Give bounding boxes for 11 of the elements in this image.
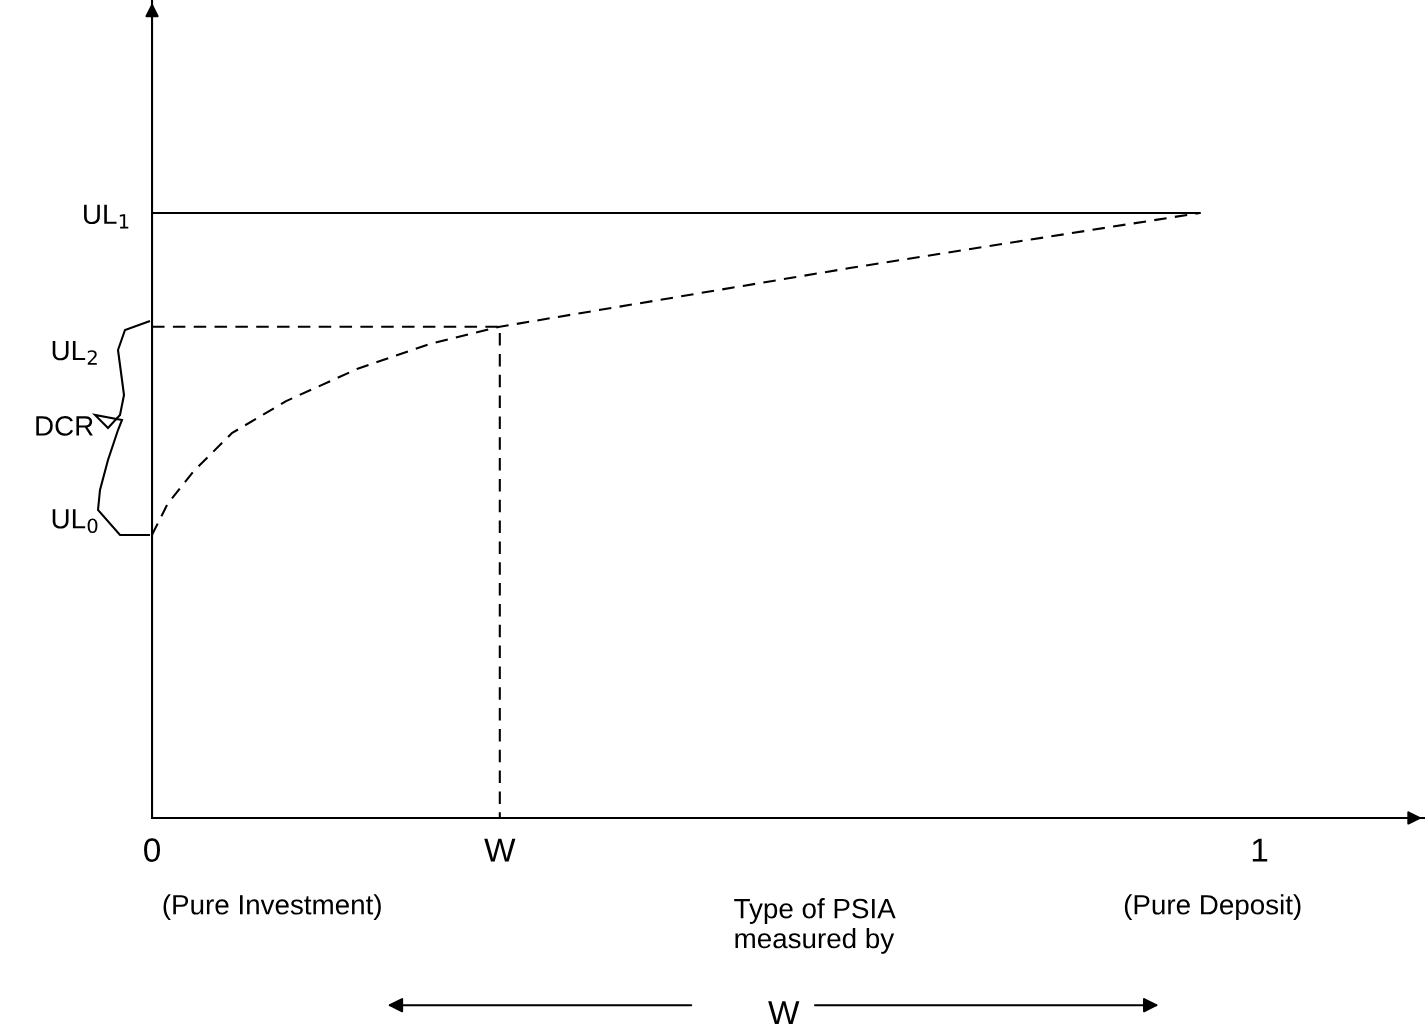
text: UL$_{1}$ [84,204,129,229]
text: W [768,1001,800,1025]
text: UL$_{2}$ [52,340,97,365]
x-tick-label: 0 [144,838,161,862]
text: UL$_{0}$ [52,509,98,534]
x-axis-title: Type of PSIA measured by [734,898,896,954]
text: (Pure Investment) [163,894,381,921]
x-tick-label: 1 [1252,838,1268,862]
x-tick-label: W [484,838,516,862]
text: (Pure Deposit) [1124,894,1301,921]
text: DCR [36,416,93,436]
